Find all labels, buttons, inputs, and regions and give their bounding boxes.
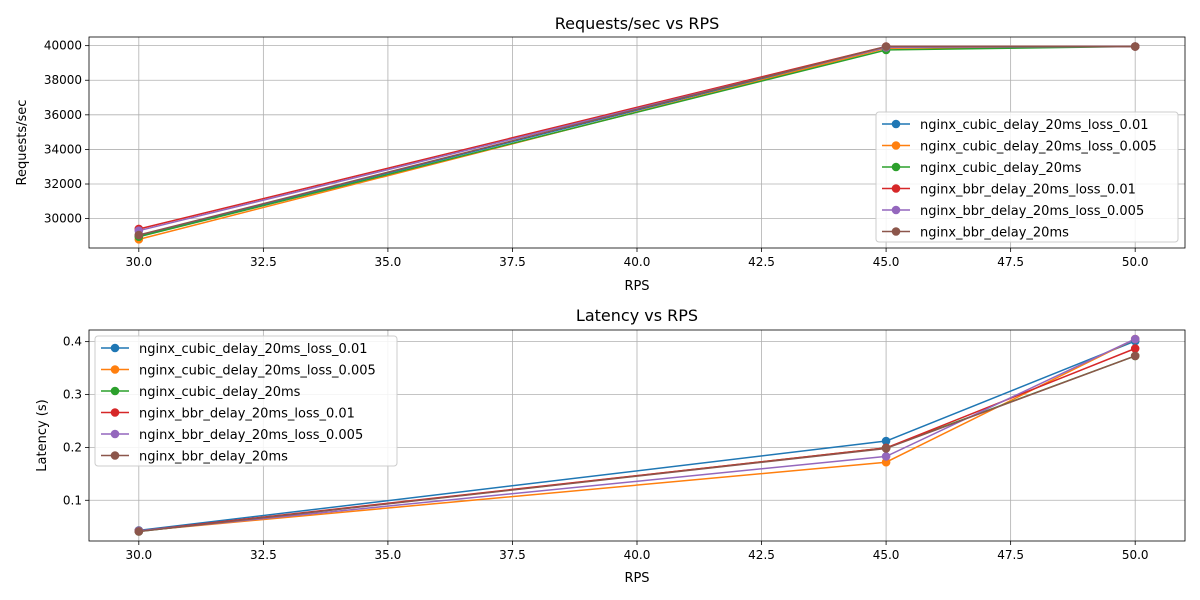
legend-marker-nginx_bbr_delay_20ms <box>891 227 901 236</box>
chart-title: Latency vs RPS <box>576 306 698 325</box>
legend-label: nginx_cubic_delay_20ms_loss_0.01 <box>920 118 1149 133</box>
x-tick-label: 47.5 <box>997 255 1024 269</box>
legend-label: nginx_bbr_delay_20ms <box>920 226 1069 241</box>
legend-label: nginx_cubic_delay_20ms <box>920 161 1082 176</box>
y-axis-label: Latency (s) <box>35 399 50 471</box>
legend-label: nginx_cubic_delay_20ms <box>139 385 301 400</box>
chart-1: 30.0 32.5 35.0 37.5 40.0 42.5 45.0 47.5 50.0 3000… <box>15 14 1186 294</box>
legend-marker-nginx_cubic_delay_20ms_loss_0.01 <box>110 343 120 353</box>
legend-marker-nginx_bbr_delay_20ms_loss_0.01 <box>891 184 901 193</box>
legend: nginx_cubic_delay_20ms_loss_0.01 nginx_cu… <box>94 335 398 467</box>
x-tick-label: 40.0 <box>624 548 651 562</box>
legend-marker-nginx_cubic_delay_20ms_loss_0.01 <box>891 119 901 129</box>
y-tick-label: 36000 <box>44 108 82 122</box>
chart-title: Requests/sec vs RPS <box>555 14 720 33</box>
x-tick-label: 50.0 <box>1122 255 1149 269</box>
legend-marker-nginx_bbr_delay_20ms_loss_0.005 <box>891 205 901 215</box>
y-tick-label: 30000 <box>44 212 82 226</box>
x-tick-label: 35.0 <box>375 548 402 562</box>
data-point-nginx_bbr_delay_20ms <box>134 230 144 240</box>
data-point-nginx_bbr_delay_20ms <box>134 527 144 536</box>
x-tick-label: 37.5 <box>499 255 526 269</box>
y-tick-label: 0.1 <box>63 493 82 507</box>
x-tick-label: 32.5 <box>250 255 277 269</box>
data-point-nginx_bbr_delay_20ms <box>1130 42 1140 51</box>
plot-frame <box>88 329 1186 542</box>
x-tick-label: 42.5 <box>748 255 775 269</box>
legend-marker-nginx_bbr_delay_20ms_loss_0.01 <box>110 408 120 417</box>
x-tick-label: 45.0 <box>873 255 900 269</box>
legend-label: nginx_cubic_delay_20ms_loss_0.005 <box>139 364 376 379</box>
x-tick-label: 32.5 <box>250 548 277 562</box>
y-axis-label: Requests/sec <box>15 100 30 186</box>
x-tick-label: 37.5 <box>499 548 526 562</box>
y-tick-label: 32000 <box>44 177 82 191</box>
x-tick-label: 50.0 <box>1122 548 1149 562</box>
legend-marker-nginx_cubic_delay_20ms_loss_0.005 <box>891 141 901 150</box>
data-point-nginx_bbr_delay_20ms_loss_0.01 <box>1130 344 1140 353</box>
data-point-nginx_bbr_delay_20ms <box>881 444 891 453</box>
legend-label: nginx_bbr_delay_20ms_loss_0.005 <box>920 204 1144 219</box>
x-axis-label: RPS <box>624 279 649 294</box>
legend-marker-nginx_cubic_delay_20ms_loss_0.005 <box>110 365 120 374</box>
chart-2: 30.0 32.5 35.0 37.5 40.0 42.5 45.0 47.5 50.0 0.1 0… <box>35 306 1186 586</box>
legend-marker-nginx_bbr_delay_20ms_loss_0.005 <box>110 429 120 439</box>
legend-box <box>875 111 1179 243</box>
y-tick-label: 0.3 <box>63 388 82 402</box>
legend-label: nginx_bbr_delay_20ms <box>139 450 288 465</box>
y-tick-label: 0.2 <box>63 440 82 454</box>
x-tick-label: 45.0 <box>873 548 900 562</box>
data-point-nginx_bbr_delay_20ms_loss_0.005 <box>881 452 891 461</box>
x-tick-label: 47.5 <box>997 548 1024 562</box>
legend-label: nginx_cubic_delay_20ms_loss_0.005 <box>920 140 1157 155</box>
x-tick-label: 42.5 <box>748 548 775 562</box>
legend: nginx_cubic_delay_20ms_loss_0.01 nginx_cu… <box>875 111 1179 243</box>
legend-label: nginx_bbr_delay_20ms_loss_0.01 <box>920 183 1136 198</box>
legend-marker-nginx_cubic_delay_20ms <box>891 162 901 172</box>
legend-label: nginx_cubic_delay_20ms_loss_0.01 <box>139 342 368 357</box>
legend-label: nginx_bbr_delay_20ms_loss_0.005 <box>139 428 363 443</box>
x-tick-label: 35.0 <box>375 255 402 269</box>
x-tick-label: 30.0 <box>125 255 152 269</box>
data-point-nginx_cubic_delay_20ms_loss_0.01 <box>881 436 891 446</box>
data-point-nginx_bbr_delay_20ms <box>881 42 891 51</box>
legend-label: nginx_bbr_delay_20ms_loss_0.01 <box>139 407 355 422</box>
legend-box <box>94 335 398 467</box>
x-tick-label: 40.0 <box>624 255 651 269</box>
y-tick-label: 40000 <box>44 39 82 53</box>
legend-marker-nginx_cubic_delay_20ms <box>110 386 120 396</box>
y-tick-label: 0.4 <box>63 335 82 349</box>
x-tick-label: 30.0 <box>125 548 152 562</box>
y-tick-label: 34000 <box>44 142 82 156</box>
data-point-nginx_bbr_delay_20ms_loss_0.005 <box>1130 334 1140 344</box>
plot-frame <box>88 36 1186 249</box>
x-axis-label: RPS <box>624 571 649 586</box>
legend-marker-nginx_bbr_delay_20ms <box>110 451 120 460</box>
data-point-nginx_bbr_delay_20ms <box>1130 351 1140 361</box>
y-tick-label: 38000 <box>44 73 82 87</box>
